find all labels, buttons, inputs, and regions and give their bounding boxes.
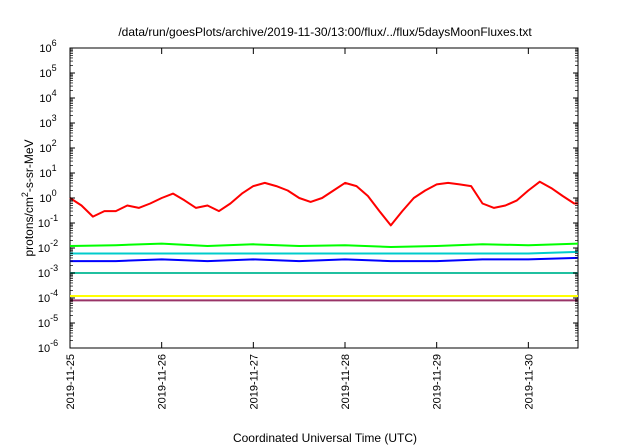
y-tick-label: 10-3	[38, 263, 58, 280]
series-line-1	[69, 242, 579, 248]
series-layer	[69, 180, 579, 302]
x-tick-label: 2019-11-27	[248, 354, 260, 409]
plot-frame	[69, 47, 579, 349]
x-tick-label: 2019-11-30	[523, 354, 535, 409]
y-tick-label: 10-2	[38, 238, 58, 255]
x-tick-label: 2019-11-28	[340, 354, 352, 409]
y-tick-label: 103	[39, 113, 56, 130]
y-tick-label: 102	[39, 138, 56, 155]
x-tick-label: 2019-11-25	[65, 354, 77, 409]
y-tick-label: 104	[39, 88, 56, 105]
y-tick-label: 101	[39, 163, 56, 180]
y-axis: 10-6 10-5 10-4 10-3 10-2 10-1 100 101 102 103 104 1…	[38, 38, 578, 355]
y-tick-label: 106	[39, 38, 56, 55]
y-tick-label: 10-6	[38, 338, 58, 355]
chart-title: /data/run/goesPlots/archive/2019-11-30/1…	[118, 25, 532, 39]
x-axis: 2019-11-25 2019-11-26 2019-11-27 2019-11-28…	[65, 48, 535, 409]
x-tick-label: 2019-11-26	[157, 354, 169, 409]
y-tick-label: 10-5	[38, 313, 58, 330]
y-axis-label: protons/cm2-s-sr-MeV	[20, 139, 36, 256]
y-tick-label: 100	[39, 188, 56, 205]
series-line-0	[69, 180, 578, 227]
x-axis-label: Coordinated Universal Time (UTC)	[233, 431, 417, 445]
series-line-3	[70, 256, 579, 263]
y-tick-label: 105	[39, 63, 56, 80]
x-tick-label: 2019-11-29	[432, 354, 444, 409]
y-tick-label: 10-1	[38, 213, 58, 230]
series-line-2	[70, 250, 579, 255]
y-tick-label: 10-4	[38, 288, 58, 305]
